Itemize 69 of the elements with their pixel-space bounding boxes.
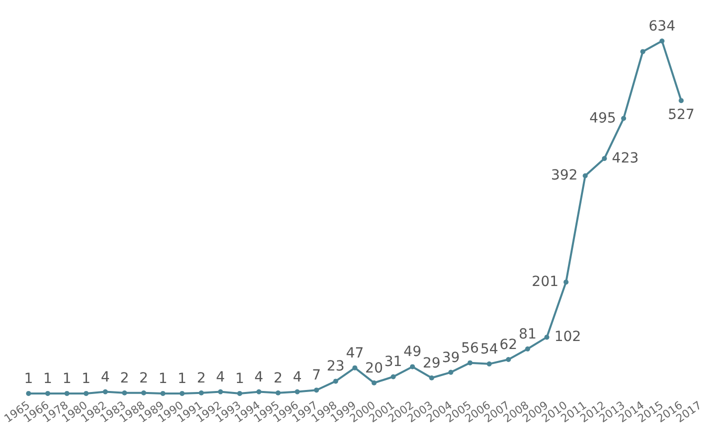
data-label: 4 [100,369,110,386]
point [564,280,569,285]
data-label: 23 [326,358,345,375]
data-label: 1 [43,370,52,387]
data-label: 62 [500,336,518,353]
data-label: 7 [312,368,321,384]
data-label: 54 [480,341,498,358]
data-label: 1 [82,370,91,387]
point [372,380,377,386]
point [582,173,588,178]
point [198,390,204,396]
point [468,360,473,366]
data-label: 4 [292,369,302,386]
point [122,390,128,396]
data-label: 102 [554,329,582,346]
point [486,361,492,366]
data-label: 2 [274,370,283,386]
point [256,389,262,394]
point [525,346,530,352]
point [333,378,338,384]
data-label: 527 [668,107,695,124]
point [660,38,664,44]
data-label: 495 [589,110,616,126]
data-label: 47 [346,345,364,362]
point [429,375,434,380]
point [218,389,223,394]
data-label: 1 [24,370,34,387]
data-label: 1 [178,370,187,387]
point [448,370,454,375]
data-label: 2 [120,370,129,386]
point [352,365,358,370]
data-label: 29 [422,355,441,372]
data-label: 2 [196,370,206,386]
point [640,49,646,54]
point [410,364,415,370]
point [678,98,684,104]
data-label: 1 [158,370,168,387]
point [621,116,626,121]
data-label: 56 [461,340,480,356]
point [294,389,300,394]
data-label: 201 [532,274,559,290]
data-label: 49 [404,344,422,360]
data-label: 81 [518,326,537,342]
data-label: 4 [254,369,264,386]
point [141,390,146,396]
point [314,388,319,393]
point [237,390,242,396]
data-label: 392 [550,168,578,184]
point [506,356,511,362]
point [26,390,32,396]
data-label: 423 [612,150,639,166]
point [102,389,108,394]
data-label: 31 [384,354,402,370]
point [602,156,607,161]
point [180,390,185,396]
data-label: 634 [648,18,676,34]
data-label: 39 [442,350,460,366]
point [45,390,50,396]
data-label: 20 [365,360,383,376]
data-label: 1 [235,370,244,387]
point [390,374,396,380]
point [64,390,70,396]
data-label: 4 [216,369,226,386]
point [160,390,166,396]
data-label: 2 [139,370,148,386]
point [276,390,281,396]
data-label: 1 [62,370,72,387]
point [544,334,550,340]
point [84,390,89,396]
